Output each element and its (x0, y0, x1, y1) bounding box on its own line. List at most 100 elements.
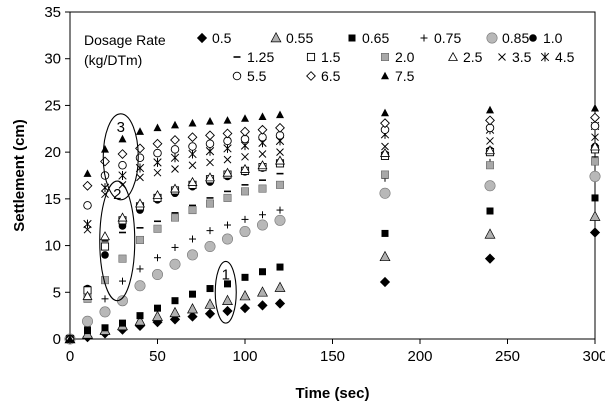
data-point (84, 327, 91, 335)
legend-marker (381, 71, 389, 80)
legend-entry: 1.5 (306, 49, 341, 65)
data-point (224, 280, 231, 288)
data-point (590, 112, 600, 123)
data-point (134, 280, 146, 292)
data-point (154, 304, 161, 312)
legend-label: 5.5 (247, 68, 267, 84)
legend-marker (306, 52, 316, 62)
legend-entry: 7.5 (381, 68, 415, 84)
data-point (276, 148, 284, 156)
data-point (274, 298, 286, 309)
y-axis-title: Settlement (cm) (11, 119, 28, 232)
data-point (379, 187, 391, 199)
data-point (101, 324, 109, 332)
data-point (117, 212, 128, 222)
x-tick-label: 300 (582, 348, 605, 365)
data-point (380, 118, 390, 129)
data-point (239, 289, 251, 301)
x-tick-label: 0 (66, 348, 74, 365)
data-point (275, 155, 285, 165)
data-point (206, 285, 214, 293)
series-6-5 (65, 112, 600, 344)
data-point (206, 158, 214, 167)
data-point (171, 213, 180, 222)
data-point (135, 143, 145, 154)
legend-entry: 1.0 (529, 30, 563, 46)
legend-entry: 1.25 (233, 49, 274, 65)
data-point (590, 141, 600, 151)
data-point (153, 168, 162, 177)
data-point (206, 199, 215, 208)
data-point (83, 225, 92, 234)
legend-label: 0.85 (502, 30, 529, 46)
y-tick-label: 5 (53, 284, 61, 301)
x-axis-title: Time (sec) (296, 385, 370, 402)
data-point (590, 157, 599, 166)
data-point (241, 215, 249, 223)
legend-label: 0.55 (286, 30, 313, 46)
data-point (239, 226, 251, 238)
data-point (169, 306, 181, 318)
legend-title: (kg/DTm) (84, 52, 142, 68)
series-0-75 (66, 153, 599, 343)
data-point (224, 221, 231, 229)
x-tick-label: 100 (232, 348, 257, 365)
data-point (100, 156, 110, 167)
annotation-ellipse (99, 180, 136, 302)
legend-marker (529, 34, 537, 42)
data-point (119, 319, 126, 327)
data-point (189, 290, 196, 298)
data-point (187, 176, 198, 186)
series-1-5 (65, 145, 600, 344)
y-tick-label: 35 (44, 4, 61, 21)
data-point (484, 253, 496, 264)
y-tick-label: 25 (44, 97, 61, 114)
data-point (171, 243, 179, 251)
data-point (258, 112, 267, 120)
legend-label: 2.5 (463, 49, 483, 65)
data-point (101, 251, 109, 259)
series-4-5 (65, 121, 600, 344)
series-2-0 (66, 157, 599, 343)
data-point (187, 311, 198, 322)
legend-entry: 2.0 (380, 49, 415, 65)
y-tick-label: 30 (44, 51, 61, 68)
data-point (101, 295, 109, 303)
legend-marker (420, 34, 428, 42)
data-point (188, 142, 197, 151)
data-point (240, 163, 250, 173)
data-point (205, 172, 215, 182)
x-tick-label: 200 (407, 348, 432, 365)
data-markers (64, 103, 601, 345)
data-point (206, 227, 214, 235)
data-point (274, 281, 286, 292)
legend-marker (306, 71, 316, 81)
series-3-5 (66, 133, 599, 343)
y-tick-label: 15 (44, 191, 61, 208)
data-point (83, 201, 92, 210)
legend-label: 2.0 (395, 49, 415, 65)
data-point (486, 105, 494, 114)
legend-label: 6.5 (321, 68, 341, 84)
annotation-ellipse (214, 260, 237, 324)
data-point (188, 161, 197, 170)
x-tick-label: 50 (149, 348, 166, 365)
data-point (171, 120, 179, 129)
data-point (205, 130, 215, 141)
data-point (136, 235, 145, 244)
data-point (170, 153, 180, 163)
data-point (259, 268, 266, 276)
legend-marker (196, 32, 208, 44)
legend-label: 0.65 (362, 30, 389, 46)
data-point (223, 193, 232, 202)
legend-label: 4.5 (555, 49, 575, 65)
annotation-ellipse (102, 113, 139, 201)
legend-marker (448, 51, 458, 61)
data-point (82, 180, 93, 191)
data-point (379, 276, 391, 288)
data-point (205, 139, 215, 148)
data-point (276, 110, 284, 119)
data-point (101, 145, 109, 153)
data-point (205, 146, 215, 156)
legend-entry: 4.5 (540, 49, 575, 65)
